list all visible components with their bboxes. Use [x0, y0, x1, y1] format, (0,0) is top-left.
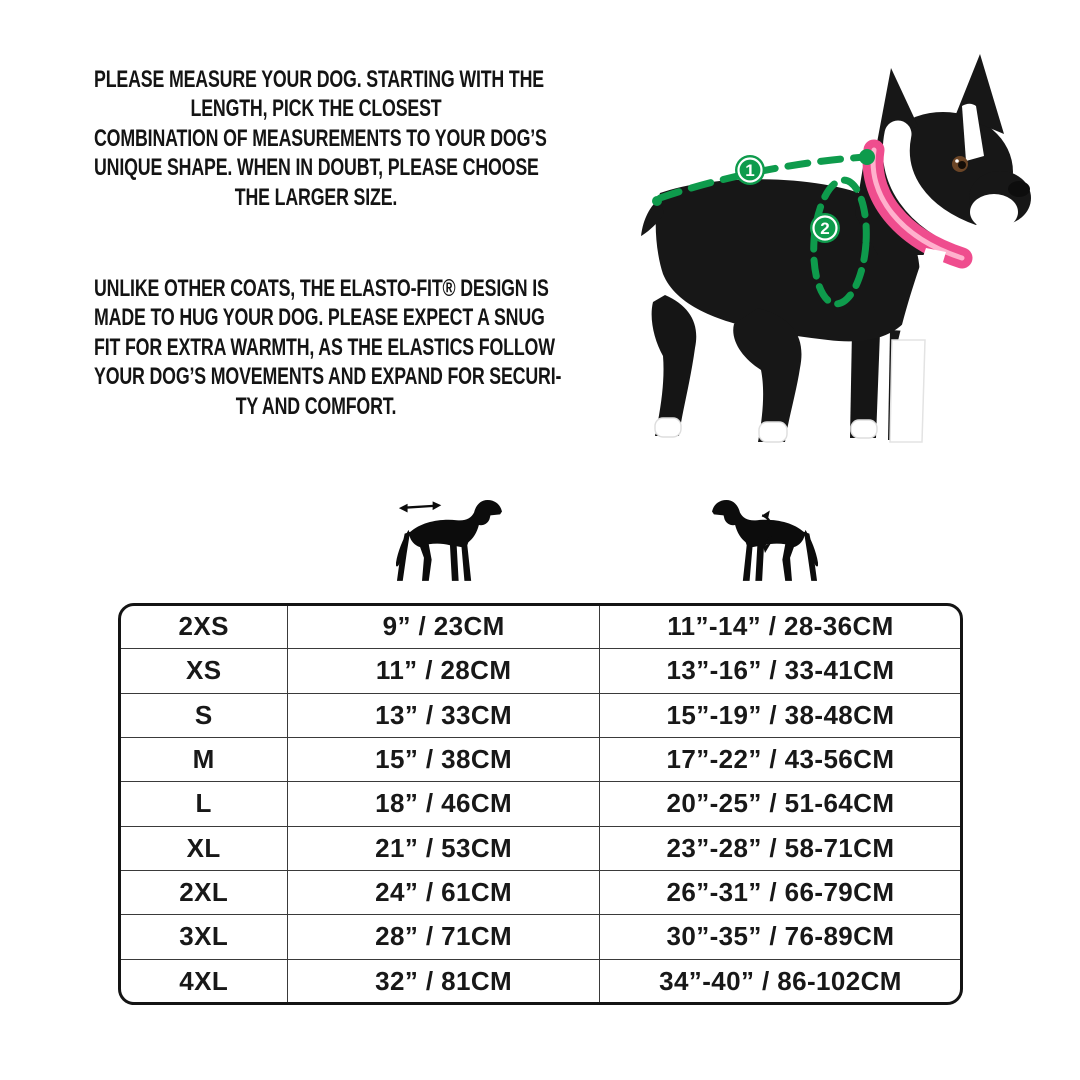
cell-length: 11” / 28CM: [287, 648, 600, 694]
size-row: XL 21” / 53CM 23”-28” / 58-71CM: [121, 825, 960, 871]
cell-girth: 17”-22” / 43-56CM: [598, 736, 960, 783]
cell-size: S: [121, 692, 289, 738]
cell-size: 2XL: [121, 869, 289, 916]
size-table: 2XS 9” / 23CM 11”-14” / 28-36CM XS 11” / 28C…: [118, 603, 963, 1005]
cell-girth: 26”-31” / 66-79CM: [598, 869, 960, 916]
dog-length-arrow-icon: [396, 499, 502, 581]
cell-girth: 11”-14” / 28-36CM: [598, 606, 960, 650]
cell-length: 32” / 81CM: [287, 958, 600, 1002]
text-line: LENGTH, PICK THE CLOSEST: [190, 95, 442, 123]
cell-length: 13” / 33CM: [287, 692, 600, 738]
cell-length: 9” / 23CM: [287, 606, 600, 650]
text-line: MADE TO HUG YOUR DOG. PLEASE EXPECT A SN…: [94, 304, 545, 332]
girth-legend: [712, 492, 818, 585]
dog-near-rear-leg: [733, 308, 802, 442]
dog-paw: [758, 421, 788, 443]
size-row: L 18” / 46CM 20”-25” / 51-64CM: [121, 781, 960, 827]
dog-paw: [850, 419, 878, 439]
cell-size: L: [121, 781, 289, 827]
cell-size: 2XS: [121, 606, 289, 650]
cell-girth: 20”-25” / 51-64CM: [598, 781, 960, 827]
measuring-instructions-paragraph: PLEASE MEASURE YOUR DOG. STARTING WITH T…: [94, 65, 547, 212]
size-table-body: 2XS 9” / 23CM 11”-14” / 28-36CM XS 11” / 28C…: [121, 606, 960, 1002]
size-row: 3XL 28” / 71CM 30”-35” / 76-89CM: [121, 914, 960, 960]
dog-girth-arrow-icon: [712, 499, 818, 581]
length-line-start-dot: [652, 196, 662, 206]
size-row: S 13” / 33CM 15”-19” / 38-48CM: [121, 692, 960, 738]
marker-1-number: 1: [745, 161, 754, 180]
text-line: THE LARGER SIZE.: [234, 183, 398, 211]
dog-white-blaze: [962, 103, 984, 161]
dog-photo: 1 2: [610, 40, 1060, 460]
girth-arrow: [761, 510, 773, 553]
cell-size: M: [121, 736, 289, 783]
dog-pupil: [958, 161, 966, 169]
size-table-grid: 2XS 9” / 23CM 11”-14” / 28-36CM XS 11” / 28C…: [121, 606, 960, 1002]
marker-1-badge: 1: [735, 155, 765, 185]
text-line: COMBINATION OF MEASUREMENTS TO YOUR DOG’…: [94, 124, 547, 152]
size-row: M 15” / 38CM 17”-22” / 43-56CM: [121, 736, 960, 783]
cell-size: XS: [121, 648, 289, 694]
cell-size: 3XL: [121, 914, 289, 960]
dog-white-front-leg: [889, 339, 926, 443]
text-line: UNIQUE SHAPE. WHEN IN DOUBT, PLEASE CHOO…: [94, 154, 539, 182]
cell-girth: 23”-28” / 58-71CM: [598, 825, 960, 871]
text-line: YOUR DOG’S MOVEMENTS AND EXPAND FOR SECU…: [94, 363, 562, 391]
marker-2-badge: 2: [810, 213, 840, 243]
text-line: TY AND COMFORT.: [235, 392, 397, 420]
length-legend: [396, 492, 502, 585]
size-row: 4XL 32” / 81CM 34”-40” / 86-102CM: [121, 958, 960, 1002]
cell-length: 24” / 61CM: [287, 869, 600, 916]
dog-paw: [654, 417, 682, 438]
dog-eye-highlight: [955, 159, 959, 163]
cell-girth: 15”-19” / 38-48CM: [598, 692, 960, 738]
dog-far-front-leg: [850, 330, 880, 438]
dog-collar-stripe: [870, 147, 965, 261]
size-row: 2XS 9” / 23CM 11”-14” / 28-36CM: [121, 606, 960, 650]
size-row: 2XL 24” / 61CM 26”-31” / 66-79CM: [121, 869, 960, 916]
dog-nose: [1008, 181, 1030, 197]
dog-photo-svg: 1 2: [641, 54, 1031, 443]
cell-girth: 34”-40” / 86-102CM: [598, 958, 960, 1002]
cell-length: 28” / 71CM: [287, 914, 600, 960]
dog-tail: [641, 198, 664, 236]
dog-body: [655, 179, 920, 342]
cell-length: 15” / 38CM: [287, 736, 600, 783]
dog-white-neck-band: [882, 120, 986, 252]
cell-girth: 13”-16” / 33-41CM: [598, 648, 960, 694]
size-row: XS 11” / 28CM 13”-16” / 33-41CM: [121, 648, 960, 694]
length-line-end-dot: [859, 149, 875, 165]
marker-2-number: 2: [820, 219, 829, 238]
elasto-fit-note-paragraph: UNLIKE OTHER COATS, THE ELASTO-FIT® DESI…: [94, 274, 562, 421]
cell-length: 21” / 53CM: [287, 825, 600, 871]
dog-far-rear-leg: [651, 295, 697, 436]
girth-measure-ellipse: [810, 176, 870, 308]
length-arrow: [398, 501, 442, 513]
cell-length: 18” / 46CM: [287, 781, 600, 827]
cell-size: 4XL: [121, 958, 289, 1002]
text-line: UNLIKE OTHER COATS, THE ELASTO-FIT® DESI…: [94, 275, 549, 302]
cell-girth: 30”-35” / 76-89CM: [598, 914, 960, 960]
dog-white-muzzle: [970, 194, 1018, 230]
cell-size: XL: [121, 825, 289, 871]
text-line: PLEASE MEASURE YOUR DOG. STARTING WITH T…: [94, 66, 544, 93]
text-line: FIT FOR EXTRA WARMTH, AS THE ELASTICS FO…: [94, 333, 555, 361]
